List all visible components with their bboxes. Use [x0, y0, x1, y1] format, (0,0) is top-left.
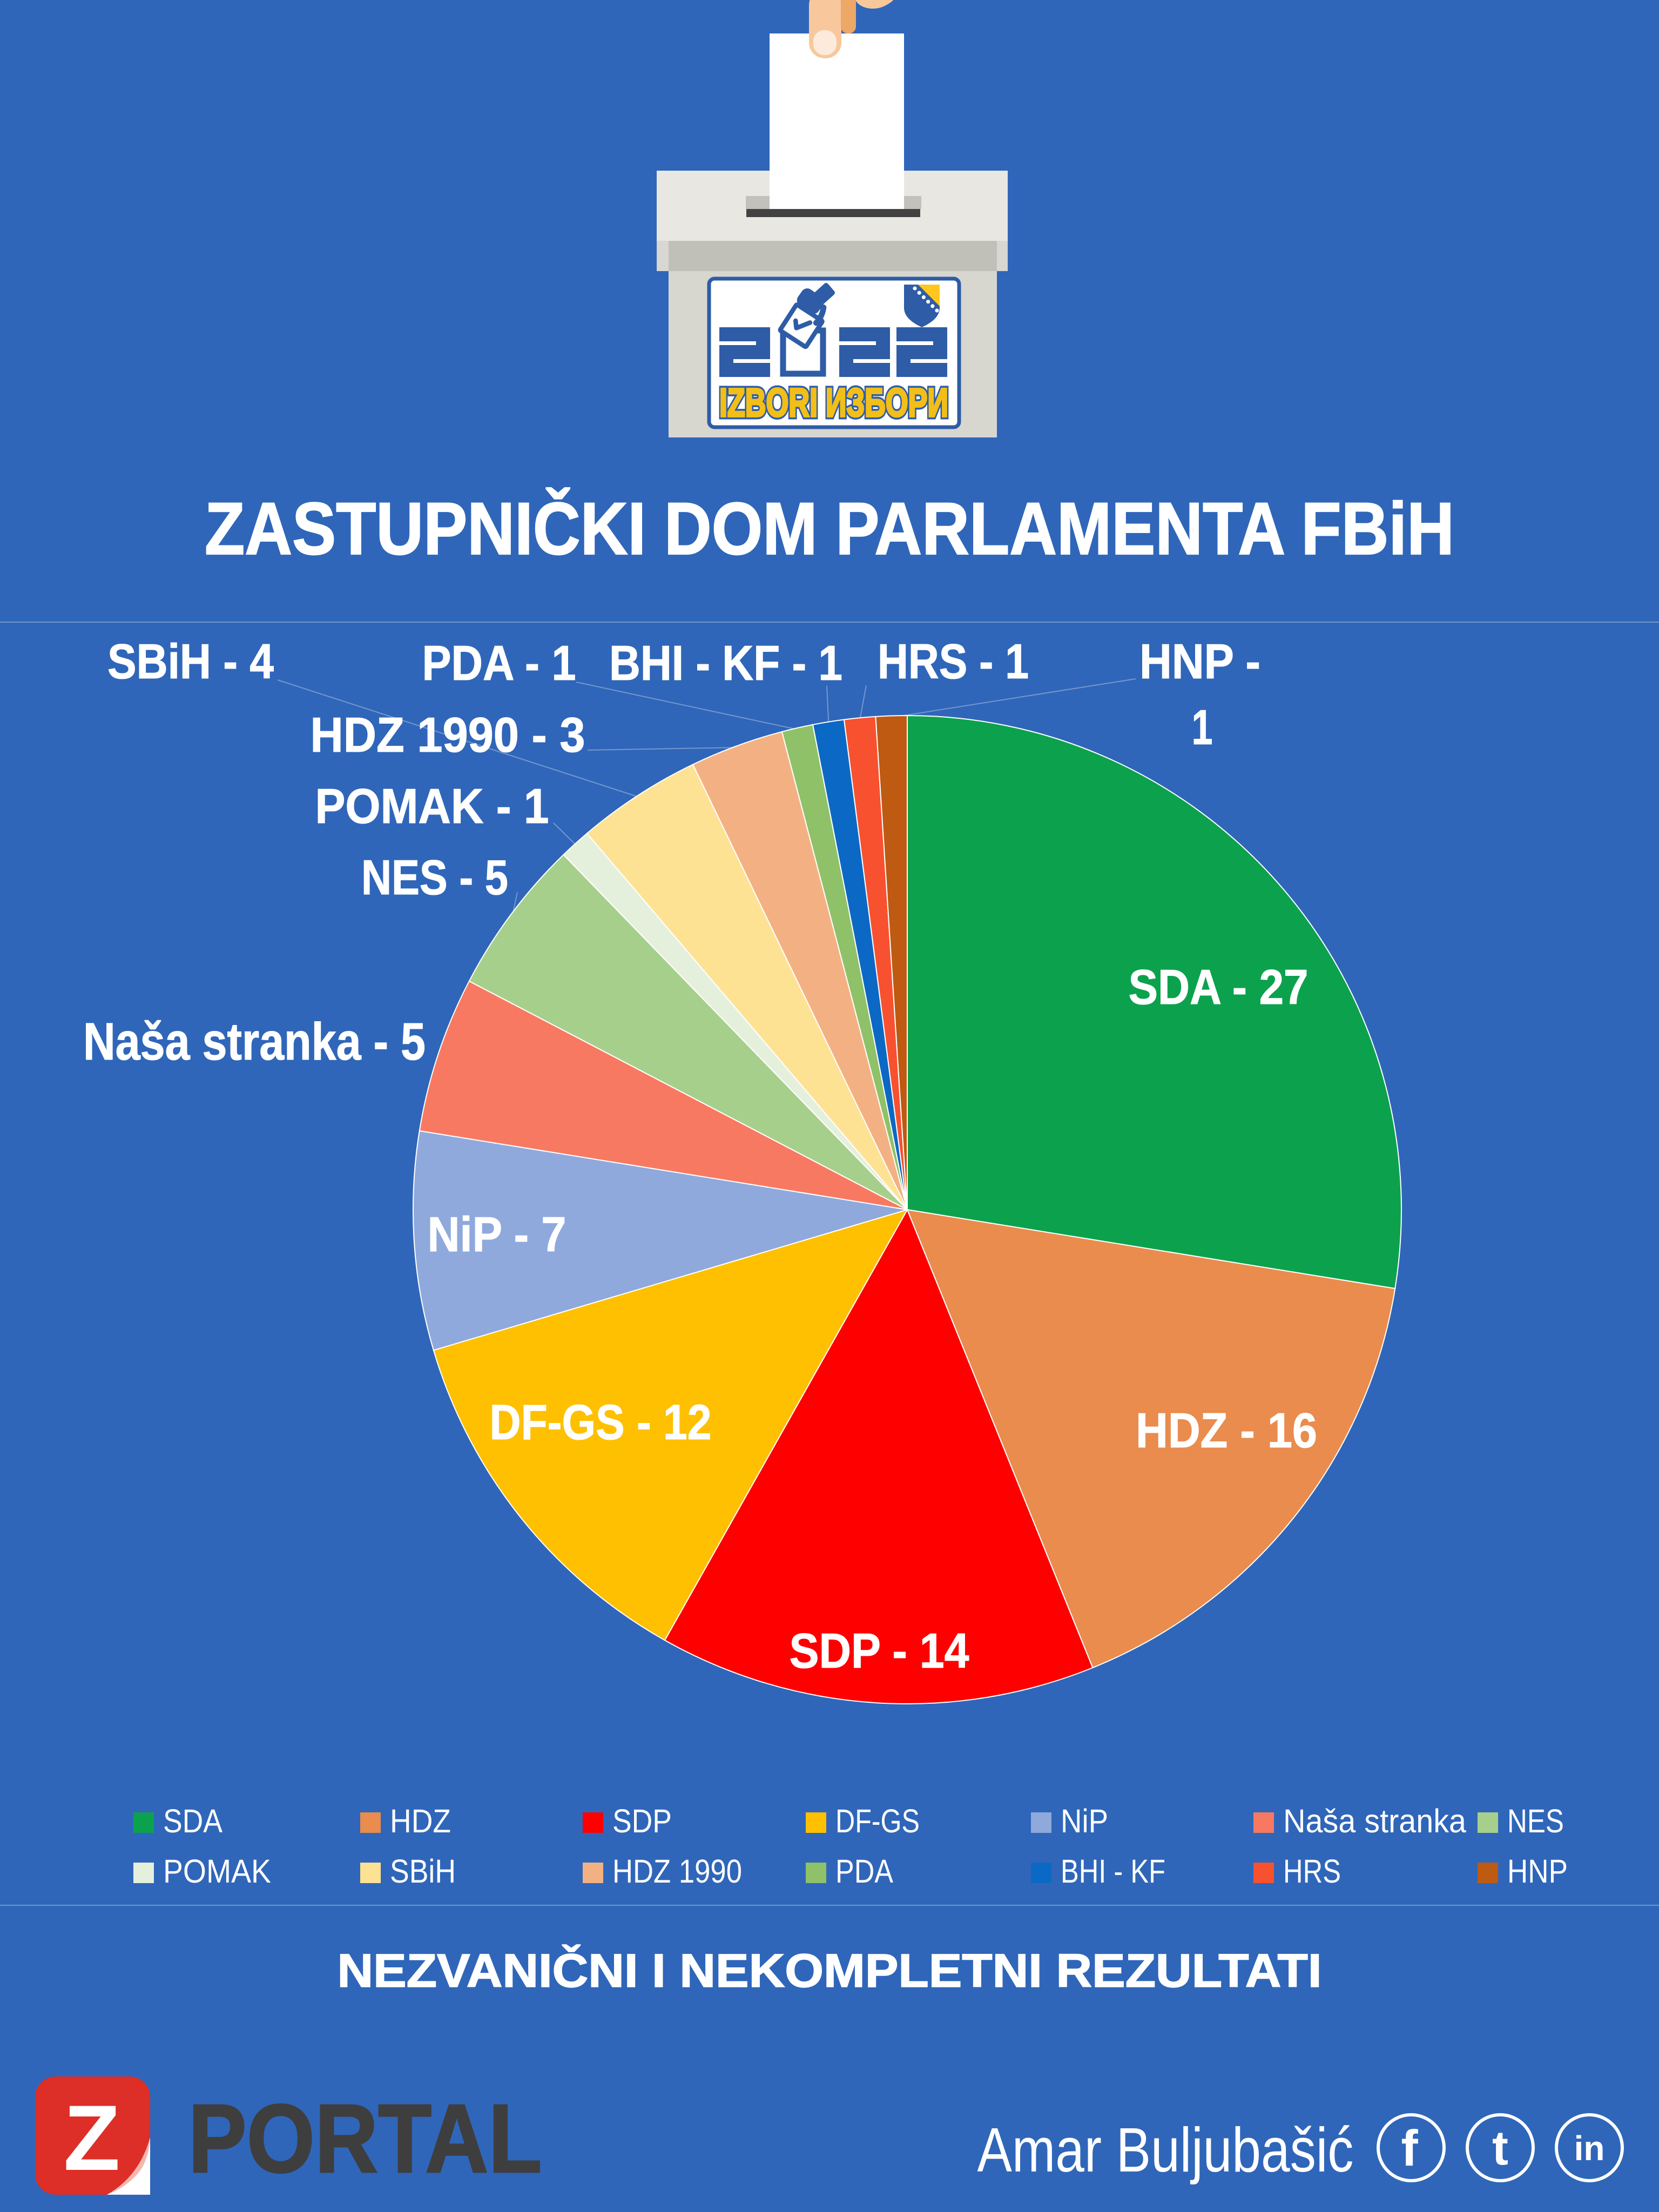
svg-text:POMAK: POMAK [163, 1853, 271, 1890]
svg-text:NEZVANIČNI I NEKOMPLETNI REZUL: NEZVANIČNI I NEKOMPLETNI REZULTATI [338, 1945, 1322, 1997]
svg-text:POMAK - 1: POMAK - 1 [315, 779, 549, 834]
svg-text:SBiH: SBiH [390, 1853, 456, 1890]
svg-text:SDP - 14: SDP - 14 [790, 1624, 969, 1678]
svg-text:Naša stranka: Naša stranka [1283, 1803, 1466, 1839]
svg-text:PDA - 1: PDA - 1 [422, 636, 576, 691]
svg-text:SDP: SDP [612, 1803, 672, 1839]
svg-text:NES - 5: NES - 5 [361, 851, 508, 905]
svg-text:NES: NES [1507, 1803, 1564, 1839]
svg-text:Amar Buljubašić: Amar Buljubašić [977, 2115, 1354, 2185]
svg-text:IZBORI ИЗБОРИ: IZBORI ИЗБОРИ [719, 380, 948, 425]
svg-text:Z: Z [63, 2086, 120, 2190]
svg-text:SBiH - 4: SBiH - 4 [107, 635, 274, 689]
svg-text:f: f [1401, 2120, 1418, 2176]
svg-text:HRS - 1: HRS - 1 [878, 635, 1029, 689]
svg-text:NiP: NiP [1061, 1803, 1108, 1839]
svg-text:t: t [1492, 2121, 1508, 2175]
svg-text:HDZ - 16: HDZ - 16 [1136, 1404, 1317, 1458]
svg-text:PORTAL: PORTAL [188, 2085, 542, 2193]
svg-text:DF-GS: DF-GS [835, 1803, 920, 1839]
svg-text:HNP: HNP [1507, 1853, 1568, 1890]
svg-text:Naša stranka - 5: Naša stranka - 5 [83, 1012, 426, 1071]
svg-text:BHI - KF - 1: BHI - KF - 1 [609, 636, 842, 691]
svg-text:HDZ 1990 - 3: HDZ 1990 - 3 [311, 708, 585, 763]
svg-text:in: in [1574, 2129, 1605, 2168]
svg-text:SDA: SDA [163, 1803, 222, 1839]
svg-text:NiP - 7: NiP - 7 [428, 1208, 567, 1262]
svg-text:SDA - 27: SDA - 27 [1129, 960, 1309, 1015]
svg-text:BHI - KF: BHI - KF [1061, 1853, 1165, 1890]
svg-text:1: 1 [1192, 700, 1213, 755]
svg-text:IZBORI ИЗБОРИ: IZBORI ИЗБОРИ [719, 380, 948, 425]
svg-text:HRS: HRS [1283, 1853, 1341, 1890]
svg-text:HDZ: HDZ [390, 1803, 451, 1839]
svg-text:ZASTUPNIČKI DOM PARLAMENTA FBi: ZASTUPNIČKI DOM PARLAMENTA FBiH [205, 487, 1454, 570]
svg-text:HDZ 1990: HDZ 1990 [612, 1853, 742, 1890]
svg-text:PDA: PDA [835, 1853, 893, 1890]
svg-text:HNP -: HNP - [1139, 635, 1260, 689]
svg-text:DF-GS - 12: DF-GS - 12 [490, 1395, 712, 1450]
